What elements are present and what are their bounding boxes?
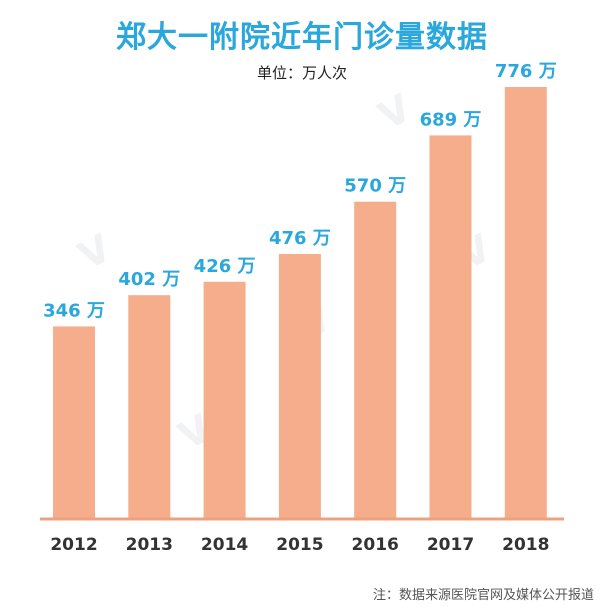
x-tick-2016: 2016 [352,535,399,555]
unit-label: 单位：万人次 [256,64,347,82]
source-note: 注：数据来源医院官网及媒体公开报道 [372,588,594,603]
x-tick-2013: 2013 [126,535,173,555]
chart-title: 郑大一附院近年门诊量数据 [116,20,488,55]
value-label-2016: 570 万 [344,176,406,197]
bar-2016 [354,201,397,519]
bar-2017 [429,135,472,519]
value-label-2012: 346 万 [43,300,105,321]
x-tick-labels-layer: 2012 2013 2014 2015 2016 2017 2018 [50,535,549,555]
value-labels-layer: 346 万 402 万 426 万 476 万 570 万 689 万 776 万 [43,61,557,321]
value-label-2014: 426 万 [194,256,256,277]
x-tick-2014: 2014 [201,535,248,555]
x-tick-2015: 2015 [276,535,323,555]
bar-2013 [128,295,171,519]
x-tick-2012: 2012 [50,535,97,555]
bar-2018 [504,87,547,519]
bar-2014 [203,281,246,519]
value-label-2017: 689 万 [420,109,482,130]
x-tick-2017: 2017 [427,535,474,555]
value-label-2015: 476 万 [269,228,331,249]
value-label-2013: 402 万 [118,269,180,290]
x-tick-2018: 2018 [502,535,549,555]
value-label-2018: 776 万 [495,61,557,82]
bar-2015 [278,254,321,519]
bars-layer [53,87,547,519]
bar-2012 [53,326,95,519]
